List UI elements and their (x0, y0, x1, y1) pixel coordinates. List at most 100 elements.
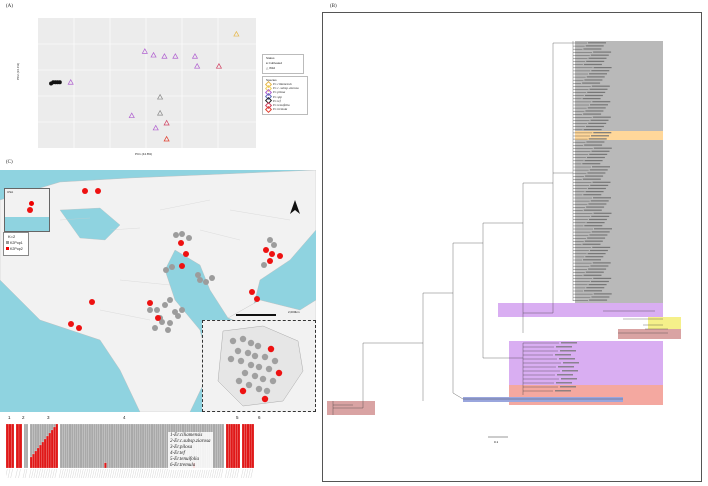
pca-point (57, 80, 62, 85)
tip-label (585, 271, 604, 273)
tip-label (584, 240, 603, 242)
tip-label (587, 172, 606, 174)
sample-point (27, 207, 33, 213)
tip-label (585, 191, 604, 193)
sample-point (239, 387, 247, 395)
tip-label (588, 218, 607, 221)
k-legend-pop1: K2Pop1 (6, 241, 23, 245)
structure-bar-pop2 (48, 432, 52, 469)
structure-bar-pop1 (25, 424, 29, 469)
panel-label-a: (A) (6, 4, 13, 9)
tip-label (587, 187, 606, 190)
structure-legend-1: 1-Er.ciliamensis (170, 433, 203, 438)
sample-point (186, 235, 192, 241)
tip-label (588, 42, 606, 44)
structure-bar-pop2 (55, 424, 59, 469)
sample-point (89, 299, 95, 305)
sample-point (247, 339, 255, 347)
sample-point (261, 395, 269, 403)
tip-label (594, 228, 612, 230)
structure-bar-pop1 (93, 424, 96, 469)
pca-point (215, 62, 223, 69)
k-legend-pop2: K2Pop2 (6, 247, 23, 251)
structure-bar-pop1 (68, 424, 72, 469)
tip-label (561, 378, 577, 380)
pca-point (156, 109, 164, 116)
structure-bar-pop1 (88, 424, 92, 469)
pca-scatter (38, 18, 256, 148)
tip-label (590, 200, 609, 202)
structure-bar-pop1 (121, 424, 125, 469)
species-legend-item: Er. ciliamensis (264, 80, 299, 88)
structure-bar-pop1 (164, 424, 167, 469)
structure-bar-pop1 (66, 424, 69, 469)
tip-label (591, 296, 610, 298)
tip-label (583, 63, 602, 66)
sample-point (203, 279, 209, 285)
sample-point (173, 232, 179, 238)
species-legend-item: Er. tenuifolia (264, 101, 299, 109)
map-area: USA K=2 K2Pop1 K2Pop2 2,000km (0, 170, 316, 412)
tip-label (593, 67, 612, 69)
tip-label (582, 178, 601, 180)
structure-bar-pop1 (79, 424, 83, 469)
structure-bar-pop1 (23, 424, 27, 469)
structure-bar-pop2 (50, 429, 54, 469)
structure-bar-pop2 (249, 424, 252, 469)
tip-label (592, 101, 611, 103)
tip-label (589, 169, 608, 171)
sample-point (147, 300, 153, 306)
structure-bar-pop1 (75, 424, 78, 469)
clade-highlight (498, 303, 663, 317)
structure-bar-pop1 (64, 424, 67, 469)
tip-label (558, 366, 574, 368)
structure-bar-pop2 (104, 462, 107, 469)
sample-point (245, 381, 253, 389)
sample-point (254, 342, 262, 350)
structure-bar-pop1 (221, 424, 225, 469)
group-num-6: 6 (258, 415, 261, 420)
tip-label (591, 85, 610, 87)
scale-bar (236, 314, 276, 316)
structure-bar-pop2 (32, 453, 35, 469)
structure-bar-pop2 (6, 424, 9, 469)
structure-legend-2: 2-Er.c.subsp.ziarosa (170, 439, 211, 444)
sample-point (95, 188, 101, 194)
structure-bar-pop1 (137, 424, 140, 469)
tip-label (588, 138, 607, 140)
structure-bar-pop1 (29, 424, 33, 458)
tip-label (586, 287, 605, 289)
tip-label (588, 268, 607, 270)
tip-label (593, 147, 612, 149)
tip-label (590, 265, 609, 267)
tip-label (593, 197, 611, 199)
sample-point (76, 325, 82, 331)
tip-label (592, 262, 611, 264)
structure-bar-pop2 (244, 424, 247, 469)
tip-label (586, 76, 605, 78)
structure-bar-pop2 (225, 424, 229, 469)
tip-label (585, 45, 604, 47)
sample-point (197, 277, 203, 283)
usa-label: USA (7, 190, 14, 194)
sample-point (267, 258, 273, 264)
tip-label (583, 113, 602, 115)
structure-bar-pop1 (36, 424, 40, 449)
tip-label (584, 160, 603, 162)
tip-label (587, 107, 606, 109)
tree-frame: 0.1 (322, 12, 702, 482)
clade-highlight (618, 329, 681, 339)
tip-label (560, 350, 576, 352)
tip-label (585, 175, 604, 177)
sample-point (265, 365, 273, 373)
structure-bar-pop2 (235, 424, 238, 469)
pca-point (152, 124, 159, 131)
species-legend-item: Er. c. subsp. ziarosa (264, 84, 299, 92)
tip-label (591, 70, 610, 72)
structure-bar-pop1 (59, 424, 63, 469)
sample-point (255, 363, 263, 371)
tip-label (555, 390, 571, 392)
sample-point (195, 272, 201, 278)
sample-point (227, 355, 235, 363)
sample-point (275, 369, 283, 377)
